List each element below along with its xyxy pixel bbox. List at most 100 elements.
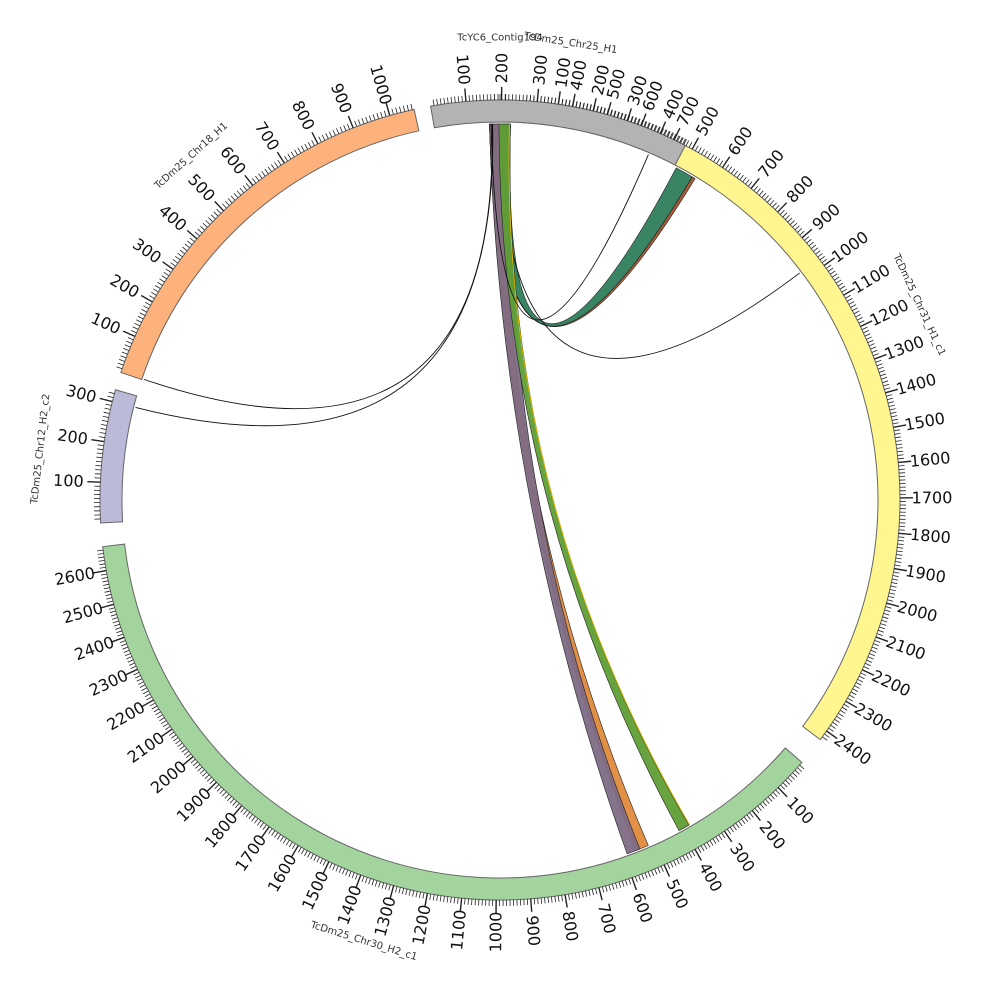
tick-label: 1900	[904, 561, 947, 587]
tick-label: 500	[184, 170, 219, 205]
tick-label: 2000	[147, 757, 190, 798]
major-tick	[459, 898, 463, 912]
major-tick	[140, 294, 153, 303]
major-tick	[874, 353, 887, 360]
tick-label: 2600	[53, 563, 96, 589]
major-tick	[261, 826, 270, 838]
ideograms-layer	[99, 99, 901, 901]
tick-label: 2400	[831, 730, 875, 769]
major-tick	[606, 101, 612, 115]
tick-label: 1000	[486, 912, 505, 953]
major-tick	[355, 874, 362, 888]
minor-ticks-chr31	[526, 94, 907, 741]
tick-label: 1600	[264, 851, 301, 896]
tick-label: 1300	[371, 894, 400, 938]
major-tick	[291, 845, 299, 858]
tick-label: 400	[566, 58, 590, 91]
major-tick	[530, 898, 533, 912]
tick-label: 300	[726, 840, 759, 876]
chromosome-label-chr30: TcDm25_Chr30_H2_c1	[308, 920, 418, 964]
links-layer	[135, 123, 800, 855]
link-6	[508, 124, 690, 825]
tick-label: 300	[64, 381, 98, 407]
tick-label: 600	[629, 890, 657, 925]
tick-label: 1100	[447, 909, 470, 951]
tick-label: 500	[662, 876, 692, 912]
major-tick	[659, 121, 667, 134]
tick-label: 100	[783, 793, 818, 828]
ideogram-chr30	[102, 543, 803, 901]
major-tick	[311, 131, 319, 145]
tick-label: 1500	[298, 868, 333, 913]
major-tick	[845, 700, 858, 709]
tick-label: 2100	[124, 728, 168, 767]
major-tick	[214, 200, 225, 212]
tick-label: 200	[56, 425, 89, 448]
major-tick	[694, 848, 702, 861]
tick-label: 1400	[894, 370, 938, 399]
major-tick	[424, 893, 429, 907]
tick-label: 1000	[828, 227, 872, 266]
tick-label: 1200	[867, 295, 912, 330]
tick-label: 1300	[882, 332, 927, 364]
major-tick	[875, 636, 889, 643]
tick-label: 2200	[869, 666, 914, 700]
major-tick	[777, 202, 788, 213]
major-tick	[777, 787, 788, 798]
tick-label: 1700	[231, 831, 270, 875]
minor-ticks-chr30	[97, 549, 805, 907]
major-tick	[843, 287, 856, 296]
tick-label: 100	[551, 56, 574, 89]
chromosome-label-contig194: TcYC6_Contig194	[456, 33, 542, 44]
tick-label: 2400	[72, 632, 117, 664]
major-tick	[161, 728, 173, 738]
major-tick	[898, 532, 912, 536]
major-tick	[861, 669, 875, 676]
tick-label: 700	[754, 146, 788, 182]
tick-label: 1200	[409, 903, 435, 946]
major-tick	[125, 668, 138, 676]
major-tick	[898, 460, 912, 464]
tick-label: 100	[88, 308, 124, 338]
tick-label: 900	[808, 200, 844, 234]
major-tick	[751, 810, 761, 821]
link-9	[490, 124, 649, 321]
major-tick	[723, 830, 733, 843]
tick-label: 100	[53, 471, 84, 491]
minor-ticks-chr12	[93, 391, 115, 520]
tick-label: 900	[523, 915, 544, 947]
labels-layer: TcYC6_Contig194TcDm25_Chr31_H1_c1TcDm25_…	[29, 31, 947, 963]
major-tick	[276, 151, 285, 164]
chromosome-label-chr12: TcDm25_Chr12_H2_c2	[29, 393, 52, 506]
tick-label: 100	[452, 54, 474, 86]
major-tick	[389, 885, 395, 899]
link-5	[498, 123, 690, 832]
major-tick	[464, 88, 467, 102]
ideogram-chr25	[429, 99, 686, 166]
major-tick	[385, 102, 391, 116]
major-tick	[886, 602, 900, 608]
tick-label: 2000	[895, 597, 939, 626]
tick-label: 800	[558, 910, 582, 943]
tick-label: 800	[288, 97, 319, 133]
minor-ticks-chr18	[116, 103, 413, 370]
major-tick	[631, 877, 637, 891]
major-tick	[826, 730, 838, 740]
major-tick	[141, 699, 154, 708]
tick-label: 200	[492, 53, 511, 84]
link-3	[489, 123, 649, 851]
major-tick	[750, 178, 760, 190]
major-tick	[93, 569, 107, 574]
tick-label: 700	[594, 901, 620, 935]
major-tick	[801, 228, 813, 239]
major-tick	[101, 603, 115, 609]
tick-label: 2300	[86, 666, 131, 700]
major-tick	[893, 567, 908, 572]
major-tick	[91, 438, 105, 443]
chromosome-label-chr25: TcDm25_Chr25_H1	[522, 31, 618, 56]
major-tick	[885, 388, 899, 394]
tick-label: 2300	[851, 699, 896, 736]
tick-label: 1400	[334, 883, 366, 928]
major-tick	[232, 805, 243, 816]
